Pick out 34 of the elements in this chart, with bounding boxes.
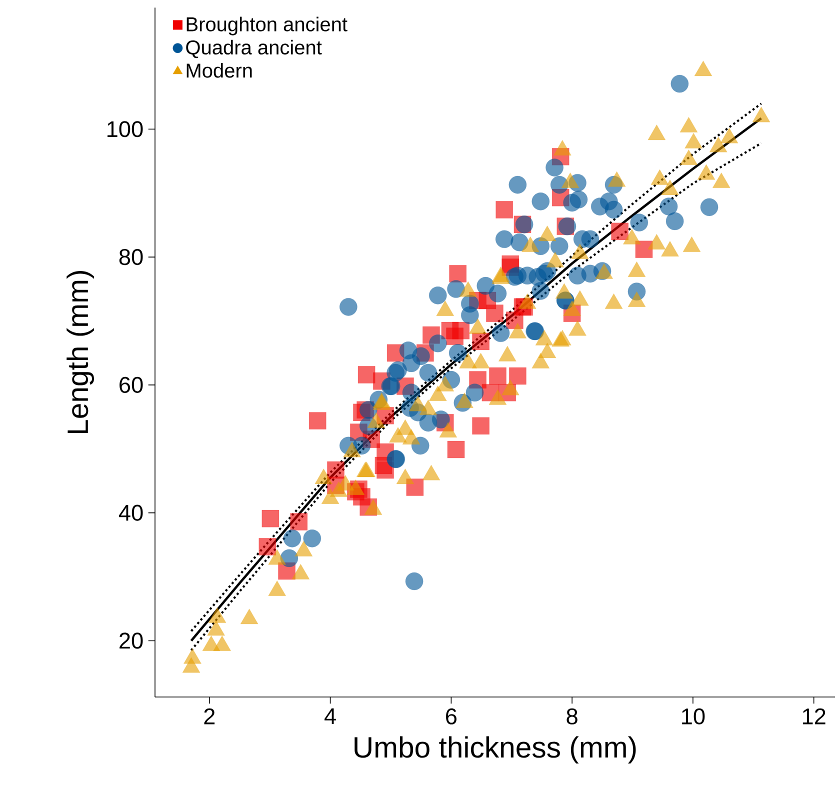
x-tick-label: 4 xyxy=(324,708,336,724)
point xyxy=(327,461,344,479)
point xyxy=(496,201,513,218)
y-tick-label: 20 xyxy=(120,632,143,649)
x-tick-label: 10 xyxy=(682,708,705,724)
point xyxy=(308,412,326,430)
point xyxy=(452,322,470,340)
point xyxy=(358,366,376,384)
point xyxy=(489,367,506,385)
point xyxy=(472,332,490,350)
x-axis-title: Umbo thickness (mm) xyxy=(354,736,636,764)
x-tick-label: 12 xyxy=(802,708,826,724)
legend-label: Quadra ancient xyxy=(186,40,322,58)
y-tick-label: 100 xyxy=(108,121,143,138)
y-tick-label: 80 xyxy=(119,249,143,266)
point xyxy=(611,222,628,240)
x-tick-label: 2 xyxy=(204,708,215,724)
x-tick-label: 8 xyxy=(566,708,578,724)
point xyxy=(472,417,490,434)
point xyxy=(449,265,466,282)
point xyxy=(258,538,276,556)
point xyxy=(374,456,392,474)
y-axis-title: Length (mm) xyxy=(66,271,94,434)
point xyxy=(447,440,465,458)
point xyxy=(635,240,653,258)
point xyxy=(509,367,526,385)
point xyxy=(406,478,424,496)
point xyxy=(262,510,280,528)
legend-label: Broughton ancient xyxy=(186,16,348,36)
legend-label: Modern xyxy=(186,63,252,78)
y-tick-label: 60 xyxy=(120,376,143,393)
y-tick-label: 40 xyxy=(118,504,143,521)
x-tick-label: 6 xyxy=(446,708,456,724)
point xyxy=(290,513,308,530)
